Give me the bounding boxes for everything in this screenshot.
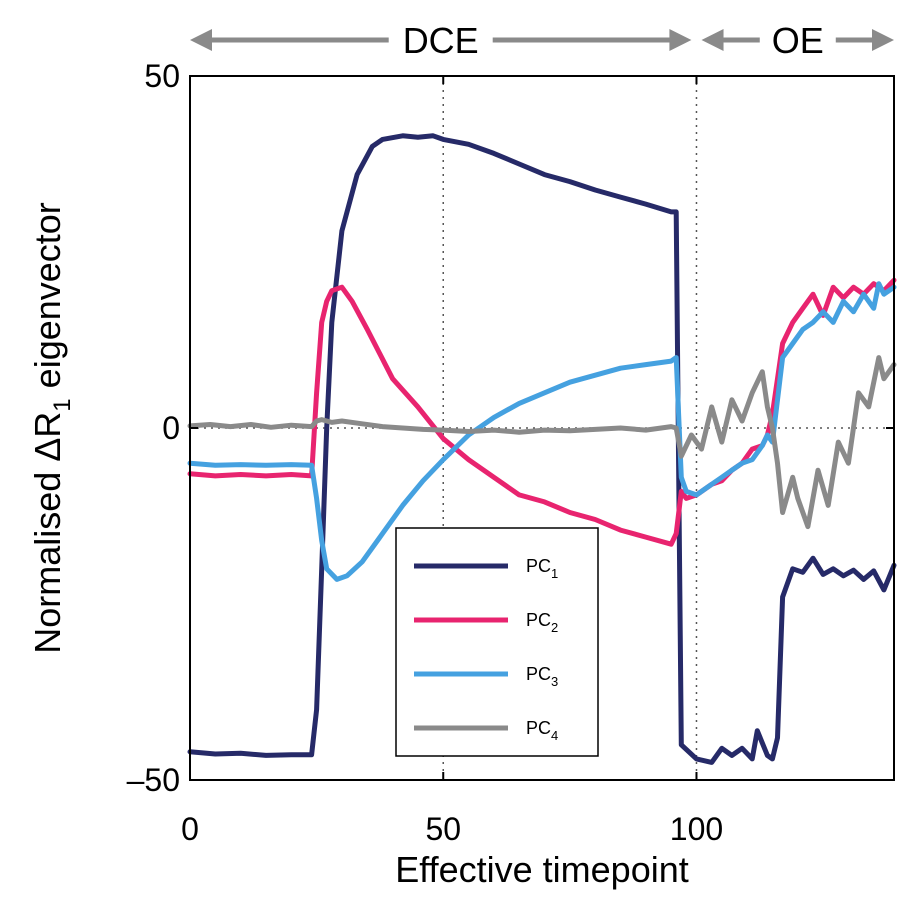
- series-lines: [187, 133, 897, 765]
- y-tick-label-0: 50: [144, 58, 180, 94]
- x-axis-title: Effective timepoint: [395, 849, 688, 890]
- x-tick-label-1: 50: [425, 811, 461, 847]
- phase-annotations: DCE OE: [190, 20, 894, 61]
- y-tick-label-2: –50: [127, 762, 180, 798]
- phase-label-oe: OE: [772, 20, 824, 61]
- legend-label-pc4: PC4: [526, 718, 558, 743]
- legend-label-pc2: PC2: [526, 610, 558, 635]
- legend: PC1 PC2 PC3 PC4: [395, 527, 599, 757]
- phase-label-dce: DCE: [403, 20, 479, 61]
- legend-label-pc1: PC1: [526, 556, 558, 581]
- y-axis-title-group: Normalised ΔR1 eigenvector: [27, 202, 76, 654]
- y-axis-title-sub: 1: [49, 398, 76, 411]
- phase-arrowhead-left-1: [701, 29, 724, 51]
- x-tick-label-0: 0: [181, 811, 199, 847]
- y-axis-title-main: Normalised ΔR: [27, 412, 68, 654]
- legend-box: [395, 527, 599, 757]
- y-axis-title-tail: eigenvector: [27, 202, 68, 398]
- phase-arrowhead-left-0: [190, 29, 212, 51]
- phase-arrowhead-right-0: [669, 29, 692, 51]
- series-line-pc4: [187, 355, 897, 530]
- legend-label-pc3: PC3: [526, 664, 558, 689]
- x-tick-label-2: 100: [670, 811, 723, 847]
- series-line-pc3: [187, 281, 897, 582]
- series-line-pc2: [187, 277, 897, 547]
- y-axis-title: Normalised ΔR1 eigenvector: [27, 202, 76, 654]
- phase-arrowhead-right-1: [872, 29, 894, 51]
- y-tick-label-1: 0: [162, 410, 180, 446]
- series-line-pc1: [187, 133, 897, 765]
